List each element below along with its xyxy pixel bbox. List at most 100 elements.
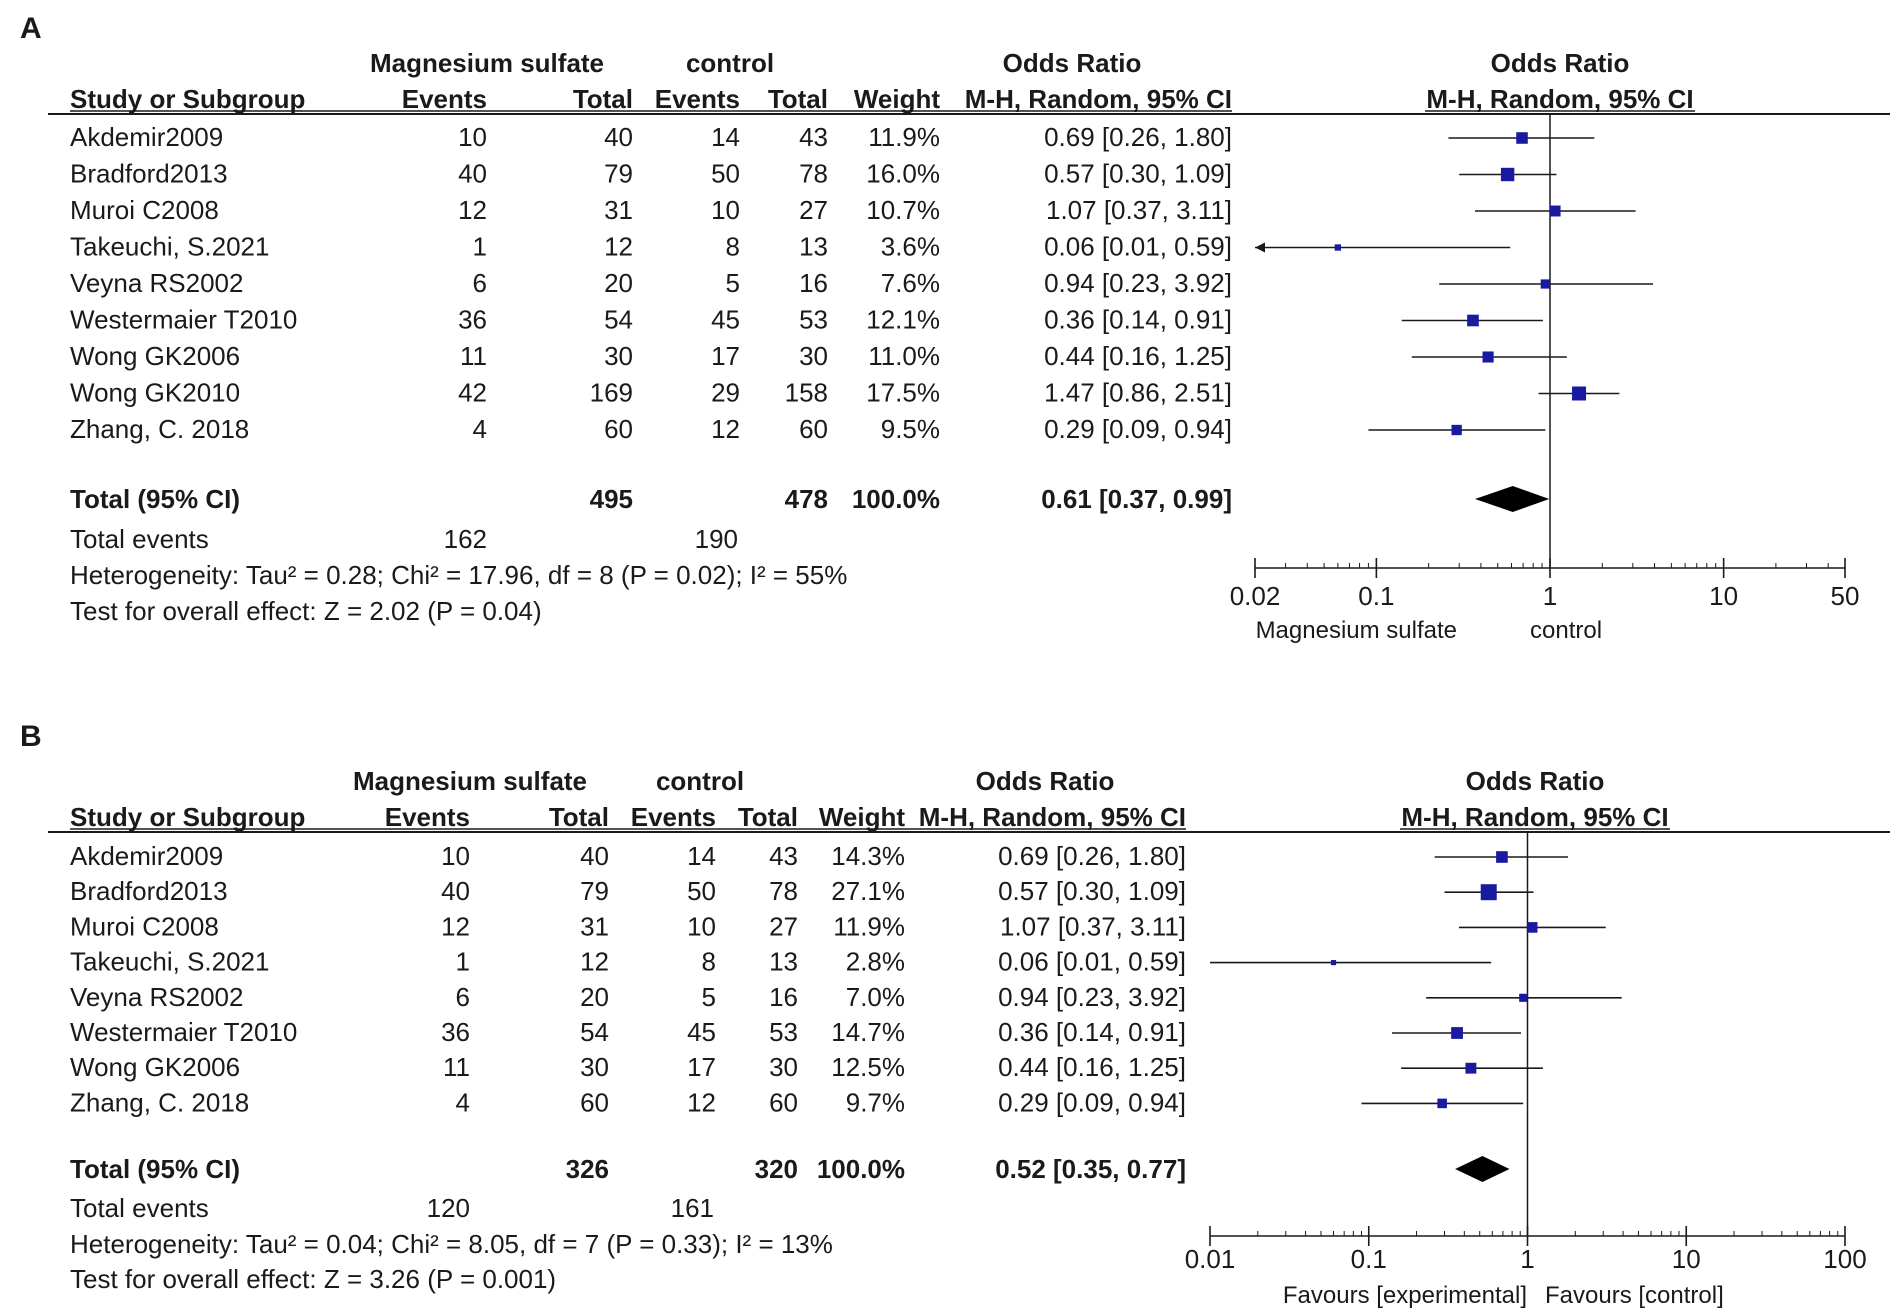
- exp-events: 11: [443, 1052, 470, 1082]
- study-row: Takeuchi, S.2021 1 12 8 13 3.6% 0.06 [0.01, 0.…: [70, 232, 1511, 262]
- study-name: Westermaier T2010: [70, 305, 297, 335]
- exp-total: 31: [604, 195, 633, 225]
- study-weight: 14.3%: [831, 841, 905, 871]
- total-ci: 0.52 [0.35, 0.77]: [995, 1154, 1186, 1184]
- study-weight: 27.1%: [831, 876, 905, 906]
- x-axis-tick-label: 0.1: [1358, 581, 1394, 611]
- column-header-ci: M-H, Random, 95% CI: [965, 84, 1232, 114]
- ctl-events: 45: [711, 305, 740, 335]
- study-ci: 0.36 [0.14, 0.91]: [1044, 305, 1232, 335]
- study-ci: 1.07 [0.37, 3.11]: [1000, 911, 1186, 941]
- study-name: Takeuchi, S.2021: [70, 947, 269, 977]
- ctl-total: 78: [799, 159, 828, 189]
- study-name: Veyna RS2002: [70, 268, 243, 298]
- study-weight: 7.6%: [881, 268, 940, 298]
- study-weight: 11.9%: [868, 122, 940, 152]
- column-header-ctl-events: Events: [631, 802, 716, 832]
- ctl-events: 50: [687, 876, 716, 906]
- ctl-total: 60: [799, 414, 828, 444]
- x-axis-tick-label: 100: [1823, 1244, 1866, 1274]
- exp-events: 36: [458, 305, 487, 335]
- total-ci: 0.61 [0.37, 0.99]: [1041, 484, 1232, 514]
- study-point-marker: [1540, 279, 1550, 289]
- ctl-total: 30: [769, 1052, 798, 1082]
- study-point-marker: [1437, 1098, 1447, 1109]
- x-axis-tick-label: 1: [1543, 581, 1557, 611]
- study-weight: 9.5%: [881, 414, 940, 444]
- ctl-events: 14: [687, 841, 716, 871]
- header-odds-ratio-plot: Odds Ratio: [1466, 766, 1605, 796]
- header-odds-ratio-plot: Odds Ratio: [1491, 48, 1630, 78]
- column-header-weight: Weight: [819, 802, 906, 832]
- favours-left-label: Magnesium sulfate: [1256, 617, 1457, 644]
- study-point-marker: [1482, 351, 1494, 363]
- study-ci: 0.94 [0.23, 3.92]: [998, 982, 1186, 1012]
- ctl-events: 5: [726, 268, 740, 298]
- exp-events: 1: [473, 232, 487, 262]
- column-header-ci-plot: M-H, Random, 95% CI: [1426, 84, 1693, 114]
- total-row: Total (95% CI) 326 320 100.0% 0.52 [0.35, 0.…: [70, 1154, 1510, 1184]
- study-row: Veyna RS2002 6 20 5 16 7.6% 0.94 [0.23, 3.92]: [70, 268, 1654, 298]
- study-name: Wong GK2006: [70, 1052, 240, 1082]
- study-ci: 0.69 [0.26, 1.80]: [998, 841, 1186, 871]
- exp-events: 12: [441, 911, 470, 941]
- study-row: Akdemir2009 10 40 14 43 11.9% 0.69 [0.26, 1.80…: [70, 122, 1595, 152]
- ctl-total: 53: [769, 1017, 798, 1047]
- study-point-marker: [1526, 922, 1538, 933]
- exp-total: 54: [580, 1017, 609, 1047]
- exp-total: 40: [580, 841, 609, 871]
- study-name: Muroi C2008: [70, 911, 219, 941]
- study-weight: 2.8%: [846, 947, 905, 977]
- study-weight: 9.7%: [846, 1087, 905, 1117]
- study-point-marker: [1549, 205, 1561, 217]
- study-weight: 11.0%: [868, 341, 940, 371]
- study-row: Akdemir2009 10 40 14 43 14.3% 0.69 [0.26, 1.80…: [70, 841, 1569, 871]
- header-odds-ratio: Odds Ratio: [1003, 48, 1142, 78]
- study-ci: 0.69 [0.26, 1.80]: [1044, 122, 1232, 152]
- x-axis-tick-label: 10: [1672, 1244, 1701, 1274]
- ctl-total: 16: [769, 982, 798, 1012]
- study-name: Bradford2013: [70, 159, 228, 189]
- study-row: Muroi C2008 12 31 10 27 10.7% 1.07 [0.37, 3.11…: [70, 195, 1636, 225]
- favours-right-label: control: [1530, 617, 1602, 644]
- exp-total: 12: [580, 947, 609, 977]
- exp-total: 54: [604, 305, 633, 335]
- ctl-events: 12: [687, 1087, 716, 1117]
- ctl-total: 43: [799, 122, 828, 152]
- study-row: Veyna RS2002 6 20 5 16 7.0% 0.94 [0.23, 3.92]: [70, 982, 1622, 1012]
- study-ci: 1.47 [0.86, 2.51]: [1044, 378, 1232, 408]
- exp-total: 12: [604, 232, 633, 262]
- total-events-ctl: 190: [695, 524, 738, 554]
- column-header-ctl-total: Total: [738, 802, 798, 832]
- ctl-total: 43: [769, 841, 798, 871]
- exp-total: 60: [580, 1087, 609, 1117]
- ctl-total: 27: [799, 195, 828, 225]
- study-ci: 1.07 [0.37, 3.11]: [1046, 195, 1232, 225]
- total-label: Total (95% CI): [70, 484, 240, 514]
- exp-total: 20: [580, 982, 609, 1012]
- study-point-marker: [1480, 884, 1497, 901]
- x-axis-tick-label: 0.01: [1185, 1244, 1236, 1274]
- study-name: Zhang, C. 2018: [70, 1087, 249, 1117]
- study-row: Wong GK2006 11 30 17 30 11.0% 0.44 [0.16, 1.25…: [70, 341, 1567, 371]
- total-ctl: 320: [755, 1154, 798, 1184]
- panel-letter: B: [20, 720, 42, 753]
- column-header-study: Study or Subgroup: [70, 802, 305, 832]
- ctl-events: 5: [702, 982, 716, 1012]
- x-axis-tick-label: 50: [1831, 581, 1860, 611]
- ctl-events: 29: [711, 378, 740, 408]
- study-point-marker: [1451, 424, 1462, 436]
- exp-events: 1: [456, 947, 470, 977]
- exp-total: 30: [580, 1052, 609, 1082]
- ctl-events: 10: [687, 911, 716, 941]
- favours-right-label: Favours [control]: [1545, 1282, 1724, 1309]
- exp-total: 30: [604, 341, 633, 371]
- x-axis-tick-label: 1: [1520, 1244, 1534, 1274]
- exp-events: 10: [458, 122, 487, 152]
- study-name: Muroi C2008: [70, 195, 219, 225]
- exp-events: 36: [441, 1017, 470, 1047]
- ctl-events: 17: [711, 341, 740, 371]
- exp-events: 6: [473, 268, 487, 298]
- study-ci: 0.06 [0.01, 0.59]: [998, 947, 1186, 977]
- study-name: Westermaier T2010: [70, 1017, 297, 1047]
